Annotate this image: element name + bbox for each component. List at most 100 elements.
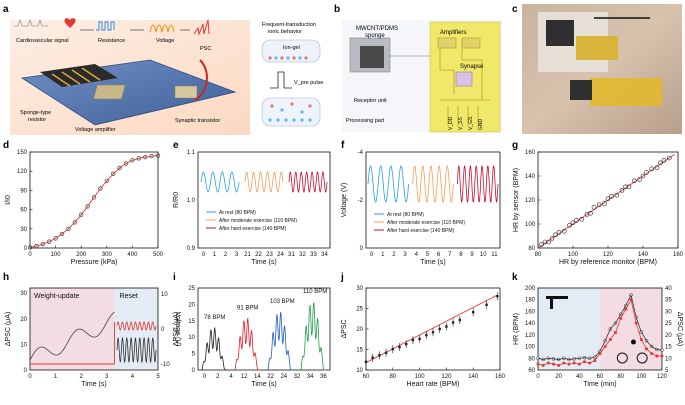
chart-g-point bbox=[658, 160, 663, 166]
chart-k-psc-line bbox=[537, 298, 662, 366]
chart-d-xtick-label: 300 bbox=[102, 252, 113, 258]
label-voltage-amplifier: Voltage amplifier bbox=[75, 127, 116, 133]
chart-g-xtick-label: 160 bbox=[673, 252, 684, 258]
chart-i-series-line bbox=[300, 302, 326, 371]
chart-g-point bbox=[542, 239, 548, 245]
chart-j-fit-line bbox=[365, 294, 498, 364]
chart-k-ytick-label: 160 bbox=[525, 309, 536, 315]
chart-e-xlabel: Time (s) bbox=[251, 259, 276, 266]
desk-icon bbox=[546, 296, 568, 299]
chart-g-ytick-label: 140 bbox=[525, 174, 536, 180]
chart-e-series-line bbox=[288, 171, 328, 193]
label-vdd: V_DD bbox=[448, 116, 454, 130]
chart-f: Time (s) Voltage (V) 0 1 2 3 4 5 6 7 8 9 10 11 0 -2 -4 At… bbox=[341, 150, 501, 266]
chart-j-point bbox=[405, 342, 408, 346]
chart-j-ytick-label: 30 bbox=[356, 286, 363, 292]
chart-k-ytick-label: 60 bbox=[528, 368, 535, 374]
label-amplifiers: Amplifiers bbox=[440, 30, 466, 36]
chart-i-xtick-label: 0 bbox=[203, 374, 207, 380]
label-ionic-behavior: ionic behavior bbox=[268, 29, 302, 35]
chart-i-ylabel: ΔPSC (μA) bbox=[173, 312, 180, 346]
chart-d-xtick-label: 100 bbox=[51, 252, 62, 258]
device-photo-2 bbox=[590, 78, 662, 106]
chart-e-xtick-label: 24 bbox=[277, 252, 284, 258]
chart-i: Time (s)ΔPSC (μA)0 2 4 12 14 22 24 32 34 36051015… bbox=[173, 286, 331, 388]
synaptic-transistor-block bbox=[174, 85, 198, 99]
label-ion-gel: Ion-gel bbox=[283, 45, 300, 51]
label-vgs: V_GS bbox=[468, 116, 474, 130]
chart-d-xtick-label: 500 bbox=[153, 252, 164, 258]
chart-h-reset-psc bbox=[116, 336, 157, 364]
chart-k-ytick-right-label: 40 bbox=[665, 286, 672, 292]
chart-h-xtick-label: 1 bbox=[54, 374, 58, 380]
chart-g-xlabel: HR by reference monitor (BPM) bbox=[559, 259, 657, 266]
chart-d-ylabel: I/I0 bbox=[5, 195, 12, 205]
label-resistance: Resistance bbox=[98, 38, 125, 44]
chart-h-ytick-label: 10 bbox=[20, 342, 27, 348]
board-traces bbox=[439, 40, 490, 126]
chart-d-point bbox=[91, 195, 97, 200]
chart-j-point bbox=[371, 356, 374, 359]
chart-k-frame bbox=[537, 287, 663, 371]
chart-f-ytick-label: 0 bbox=[360, 246, 364, 252]
bicycle-icon-wheel-2 bbox=[636, 352, 648, 364]
chart-g-xtick-label: 100 bbox=[568, 252, 579, 258]
chart-f-xtick-label: 0 bbox=[370, 252, 374, 258]
chart-i-series-line bbox=[201, 326, 227, 371]
chart-e-series-line bbox=[244, 171, 284, 193]
chart-j-ytick-label: 25 bbox=[356, 307, 363, 313]
chart-e-ylabel: R/R0 bbox=[173, 192, 180, 208]
chart-k-ytick-right-label: 5 bbox=[665, 368, 669, 374]
heart-icon bbox=[64, 18, 76, 28]
chart-d-point bbox=[111, 171, 116, 176]
vpre-pulse-shape bbox=[270, 71, 292, 89]
chart-g-point bbox=[614, 192, 620, 198]
chart-k-xtick-label: 20 bbox=[555, 374, 562, 380]
chart-e-xtick-label: 2 bbox=[224, 252, 228, 258]
chart-e-xtick-label: 23 bbox=[266, 252, 273, 258]
chart-f-xtick-label: 3 bbox=[403, 252, 407, 258]
chart-d-ytick-label: 120 bbox=[17, 169, 28, 175]
label-vss: V_SS bbox=[458, 117, 464, 130]
chart-e-xtick-label: 0 bbox=[202, 252, 206, 258]
chart-k-xtick-label: 80 bbox=[617, 374, 624, 380]
label-synapse: Synapse bbox=[460, 64, 484, 70]
chart-k-ylabel: HR (BPM) bbox=[513, 313, 520, 345]
chart-e-legend-label: At rest (80 BPM) bbox=[219, 210, 256, 216]
chart-k-ytick-label: 200 bbox=[525, 286, 536, 292]
chart-g-point bbox=[579, 216, 585, 222]
chart-k-hr-line bbox=[537, 293, 663, 360]
chart-d-point bbox=[53, 236, 58, 241]
chart-g-point bbox=[626, 184, 632, 190]
chart-k-ytick-right-label: 10 bbox=[665, 356, 672, 362]
label-cardio-signal: Cardiovascular signal bbox=[16, 38, 69, 44]
panel-letter-e: e bbox=[173, 140, 179, 151]
amplifier-chip-1 bbox=[437, 37, 457, 49]
chart-d-ytick-label: 90 bbox=[20, 188, 27, 194]
panel-letter-d: d bbox=[3, 140, 9, 151]
chart-f-xtick-label: 10 bbox=[480, 252, 487, 258]
chart-d-frame bbox=[29, 151, 159, 249]
chart-g-point bbox=[570, 220, 576, 226]
label-voltage: Voltage bbox=[156, 38, 174, 44]
chart-j-point bbox=[398, 345, 401, 349]
psc-output-arrow bbox=[194, 59, 208, 101]
chart-f-ytick-label: -4 bbox=[358, 150, 364, 156]
synapse-chip bbox=[455, 71, 473, 87]
chart-g-point bbox=[539, 242, 544, 247]
chart-h-xtick-label: 0 bbox=[28, 374, 32, 380]
chart-g-point bbox=[623, 184, 628, 190]
chart-k-hr-point bbox=[536, 356, 540, 361]
chart-g-point bbox=[549, 236, 555, 241]
chart-j-xtick-label: 100 bbox=[415, 374, 426, 380]
chart-g-xtick-label: 140 bbox=[638, 252, 649, 258]
label-psc: PSC bbox=[200, 46, 211, 52]
chart-h-xtick-label: 2 bbox=[80, 374, 84, 380]
chart-i-ytick-label: 5 bbox=[192, 352, 196, 358]
chart-g-point bbox=[666, 155, 672, 161]
chart-j-xtick-label: 140 bbox=[468, 374, 479, 380]
chart-k-ytick-label: 120 bbox=[525, 333, 536, 339]
panel-letter-f: f bbox=[341, 140, 345, 151]
chart-k-xtick-label: 60 bbox=[597, 374, 604, 380]
chart-k-xtick-label: 40 bbox=[576, 374, 583, 380]
